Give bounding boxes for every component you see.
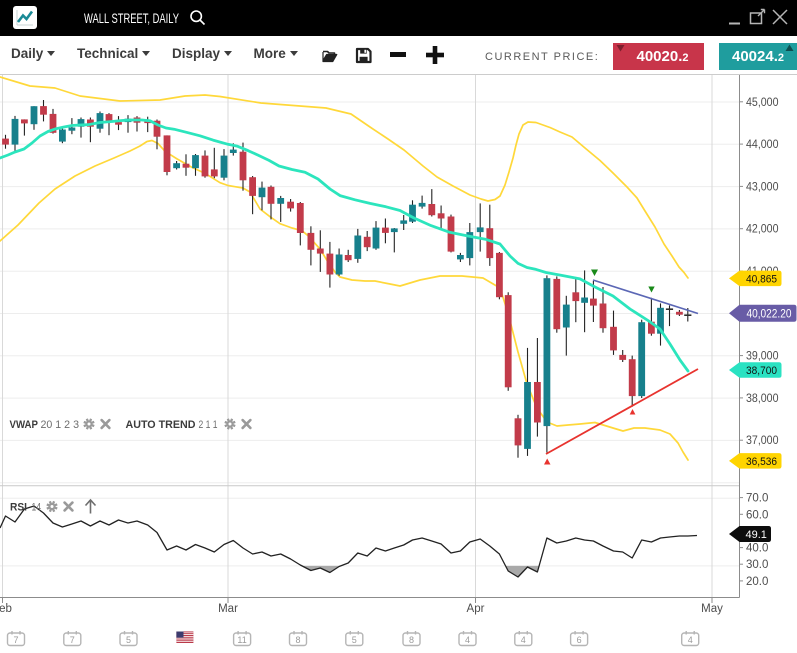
svg-text:2 1 1: 2 1 1 <box>199 419 218 431</box>
svg-text:6: 6 <box>577 635 582 645</box>
svg-text:39,000: 39,000 <box>746 351 779 363</box>
svg-text:VWAP: VWAP <box>10 419 39 431</box>
svg-text:37,000: 37,000 <box>746 435 779 447</box>
svg-text:40,022.20: 40,022.20 <box>747 308 792 320</box>
svg-text:36,536: 36,536 <box>746 456 777 468</box>
svg-text:8: 8 <box>409 635 414 645</box>
svg-text:42,000: 42,000 <box>746 224 779 236</box>
svg-text:5: 5 <box>352 635 357 645</box>
svg-text:60.0: 60.0 <box>746 509 768 521</box>
svg-text:20.0: 20.0 <box>746 576 768 588</box>
svg-text:7: 7 <box>13 635 18 645</box>
svg-text:AUTO TREND: AUTO TREND <box>126 419 196 431</box>
svg-text:7: 7 <box>70 635 75 645</box>
svg-text:4: 4 <box>465 635 470 645</box>
svg-text:Apr: Apr <box>467 603 485 615</box>
svg-text:40.0: 40.0 <box>746 543 768 555</box>
svg-text:11: 11 <box>237 635 246 645</box>
svg-text:14: 14 <box>32 502 42 514</box>
svg-text:Feb: Feb <box>0 603 12 615</box>
svg-text:30.0: 30.0 <box>746 559 768 571</box>
svg-text:40,865: 40,865 <box>746 273 777 285</box>
svg-text:43,000: 43,000 <box>746 181 779 193</box>
svg-text:45,000: 45,000 <box>746 97 779 109</box>
svg-text:4: 4 <box>688 635 693 645</box>
svg-text:38,700: 38,700 <box>746 365 777 377</box>
svg-text:44,000: 44,000 <box>746 139 779 151</box>
svg-text:20 1 2 3: 20 1 2 3 <box>41 419 80 431</box>
svg-text:5: 5 <box>126 635 131 645</box>
svg-text:49.1: 49.1 <box>745 529 766 541</box>
svg-text:4: 4 <box>521 635 526 645</box>
svg-text:70.0: 70.0 <box>746 493 768 505</box>
svg-text:38,000: 38,000 <box>746 393 779 405</box>
svg-text:Mar: Mar <box>218 603 238 615</box>
svg-text:8: 8 <box>295 635 300 645</box>
svg-text:RSI: RSI <box>10 502 27 514</box>
svg-text:May: May <box>701 603 723 615</box>
